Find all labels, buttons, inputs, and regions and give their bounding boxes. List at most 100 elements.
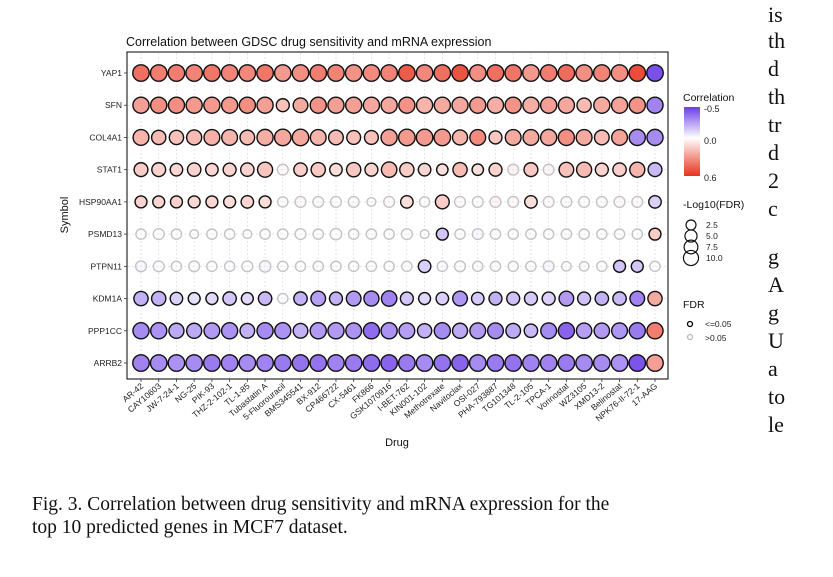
data-point <box>417 259 432 274</box>
data-point <box>134 260 148 273</box>
data-point <box>135 228 147 240</box>
data-point <box>557 64 576 82</box>
data-point <box>152 260 165 273</box>
data-point <box>258 195 272 209</box>
size-legend-label: 5.0 <box>706 231 718 241</box>
data-point <box>294 228 307 241</box>
data-point <box>575 161 593 178</box>
data-point <box>206 260 218 273</box>
adjacent-column-fragment: to <box>768 384 786 409</box>
data-point <box>451 354 469 372</box>
data-point <box>310 161 327 178</box>
data-point <box>613 228 626 240</box>
size-legend-marker <box>685 219 697 231</box>
data-point <box>275 98 290 113</box>
data-point <box>524 194 538 209</box>
data-point <box>596 260 608 273</box>
data-point <box>327 129 344 146</box>
data-point <box>646 64 664 82</box>
color-legend-title: Correlation <box>683 92 735 104</box>
data-point <box>471 195 484 208</box>
y-tick-label: HSP90AA1 <box>79 197 122 207</box>
data-point <box>221 128 239 147</box>
data-point <box>294 195 307 208</box>
data-point <box>380 322 398 340</box>
data-point <box>612 162 627 178</box>
data-point <box>469 128 487 147</box>
data-point <box>222 291 238 306</box>
color-legend-tick: -0.5 <box>704 104 720 114</box>
data-point <box>256 322 274 340</box>
data-point <box>149 96 168 114</box>
data-point <box>542 195 555 208</box>
adjacent-column-fragment: th <box>768 84 786 109</box>
data-point <box>383 260 395 273</box>
data-point <box>629 161 646 178</box>
data-point <box>504 64 523 82</box>
data-point <box>398 322 416 340</box>
data-point <box>628 64 647 82</box>
data-point <box>593 129 610 146</box>
data-point <box>558 161 575 178</box>
data-point <box>452 161 468 178</box>
data-point <box>223 228 236 240</box>
data-point <box>329 195 343 208</box>
data-point <box>416 322 433 339</box>
data-point <box>380 161 398 179</box>
data-point <box>205 195 219 209</box>
data-point <box>435 227 449 241</box>
data-point <box>415 354 434 372</box>
data-point <box>629 290 646 307</box>
data-point <box>256 161 274 178</box>
adjacent-column-fragment: is <box>768 2 783 27</box>
size-legend-marker <box>683 239 699 255</box>
data-point <box>646 128 664 147</box>
data-point <box>168 129 185 146</box>
data-point <box>132 96 150 114</box>
data-point <box>185 354 204 372</box>
data-point <box>399 291 415 306</box>
data-point <box>347 228 360 240</box>
data-point <box>167 64 186 82</box>
data-point <box>522 354 540 372</box>
data-point <box>365 228 378 240</box>
x-axis-ticks: AR-42CAY10603JW-7-24-1NG-25PIK-93THZ-2-1… <box>120 379 659 423</box>
data-point <box>362 96 381 114</box>
color-legend-bar <box>684 107 700 176</box>
data-point <box>577 195 591 208</box>
data-point <box>345 322 363 340</box>
y-tick-label: COL4A1 <box>89 132 122 142</box>
data-point <box>433 354 452 372</box>
data-point <box>451 64 469 82</box>
data-point <box>451 322 469 339</box>
y-tick-label: PTPN11 <box>91 261 123 271</box>
data-point <box>575 64 594 82</box>
data-point <box>330 260 342 273</box>
data-point <box>557 354 576 372</box>
data-point <box>454 228 466 240</box>
color-legend: Correlation -0.5 0.0 0.6 <box>683 92 735 183</box>
data-point <box>256 64 274 82</box>
data-point <box>435 291 450 306</box>
data-point <box>435 163 449 177</box>
data-point <box>276 163 289 176</box>
data-point <box>631 195 644 208</box>
data-point <box>507 163 520 176</box>
data-point <box>238 354 257 372</box>
data-point <box>578 260 590 272</box>
data-point <box>646 354 664 372</box>
data-point <box>187 195 201 209</box>
data-point <box>610 64 629 82</box>
data-point <box>362 322 381 340</box>
data-point <box>522 128 540 147</box>
data-point <box>238 96 257 114</box>
data-point <box>169 195 184 209</box>
data-point <box>593 322 611 340</box>
data-point <box>203 128 221 147</box>
data-point <box>258 259 272 273</box>
data-point <box>149 322 168 340</box>
data-point <box>149 354 168 372</box>
data-point <box>329 162 343 177</box>
data-point <box>380 354 399 372</box>
